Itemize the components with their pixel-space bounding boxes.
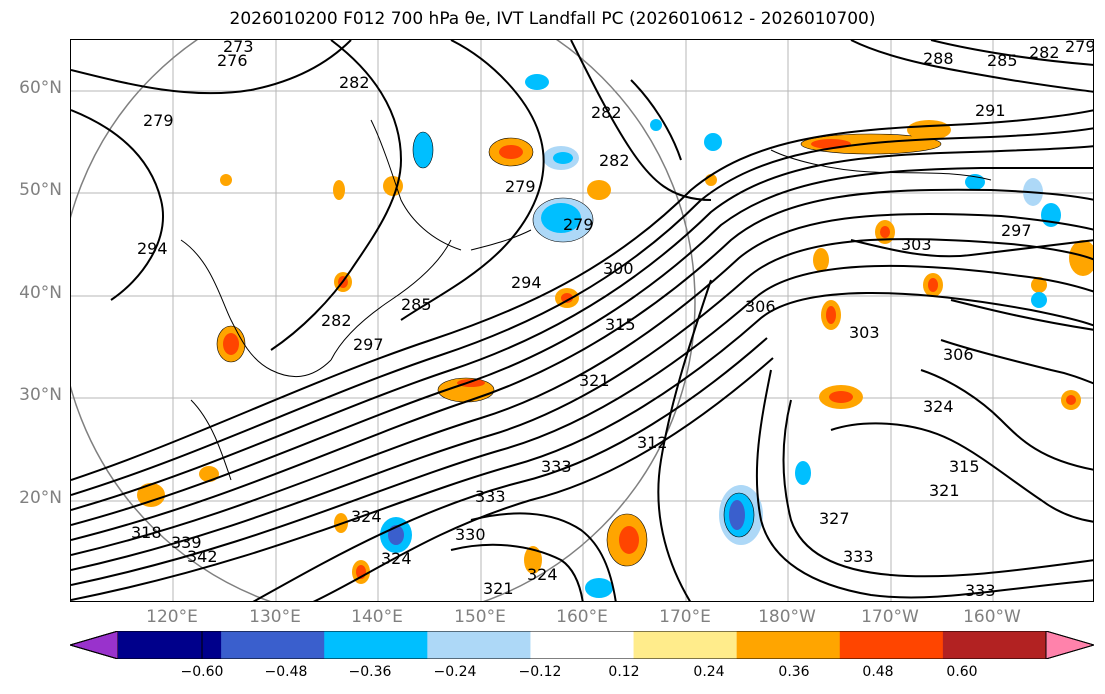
ivt-pc-shading xyxy=(137,74,1093,598)
lat-label-40n: 40°N xyxy=(19,283,62,303)
contour-label: 279 xyxy=(505,177,536,196)
colorbar-tick-4: −0.12 xyxy=(518,664,562,680)
contour-label: 279 xyxy=(563,215,594,234)
colorbar-tick-5: 0.12 xyxy=(608,664,640,680)
contour-label: 303 xyxy=(849,323,880,342)
contour-label: 282 xyxy=(591,103,622,122)
contour-label: 339 xyxy=(171,533,202,552)
colorbar-tick-0: −0.60 xyxy=(180,664,224,680)
lon-label-130e: 130°E xyxy=(249,607,301,627)
contour-label: 282 xyxy=(599,151,630,170)
contour-label: 321 xyxy=(579,371,610,390)
contour-label: 324 xyxy=(351,507,382,526)
contour-label: 318 xyxy=(131,523,162,542)
contour-label: 279 xyxy=(1065,40,1094,56)
contour-label: 321 xyxy=(483,579,514,598)
lon-label-160e: 160°E xyxy=(556,607,608,627)
contour-label: 303 xyxy=(901,235,932,254)
contour-label: 279 xyxy=(143,111,174,130)
lon-label-170w: 170°W xyxy=(861,607,919,627)
colorbar-tick-2: −0.36 xyxy=(348,664,392,680)
contour-label: 285 xyxy=(401,295,432,314)
colorbar-tick-3: −0.24 xyxy=(433,664,477,680)
map-title: 2026010200 F012 700 hPa θe, IVT Landfall… xyxy=(229,9,876,29)
colorbar-segment xyxy=(942,631,1047,659)
colorbar-tick-1: −0.48 xyxy=(264,664,308,680)
colorbar-tick-6: 0.24 xyxy=(693,664,725,680)
colorbar-extend-high xyxy=(1045,631,1094,659)
contour-label: 333 xyxy=(541,457,572,476)
contour-label: 333 xyxy=(965,581,996,600)
contour-label: 321 xyxy=(929,481,960,500)
contour-label: 330 xyxy=(455,525,486,544)
colorbar-tick-8: 0.48 xyxy=(862,664,894,680)
contour-labels: 273 276 279 282 279 282 288 285 282 279 … xyxy=(131,40,1094,600)
contour-label: 300 xyxy=(603,259,634,278)
colorbar-segment xyxy=(118,631,222,659)
contour-label: 273 xyxy=(223,40,254,56)
colorbar-segment xyxy=(839,631,944,659)
contour-label: 306 xyxy=(745,297,776,316)
lat-label-30n: 30°N xyxy=(19,385,62,405)
colorbar-extend-low xyxy=(70,631,119,659)
colorbar-segment xyxy=(633,631,738,659)
lat-label-50n: 50°N xyxy=(19,180,62,200)
lon-label-120e: 120°E xyxy=(146,607,198,627)
lat-label-20n: 20°N xyxy=(19,488,62,508)
colorbar-tick-9: 0.60 xyxy=(946,664,978,680)
colorbar-segment xyxy=(530,631,635,659)
contour-label: 291 xyxy=(975,101,1006,120)
contour-label: 324 xyxy=(527,565,558,584)
map-canvas: 273 276 279 282 279 282 288 285 282 279 … xyxy=(71,40,1094,601)
lon-label-170e: 170°E xyxy=(659,607,711,627)
lon-label-140e: 140°E xyxy=(351,607,403,627)
contour-label: 312 xyxy=(637,433,668,452)
contour-label: 282 xyxy=(321,311,352,330)
contour-label: 294 xyxy=(511,273,542,292)
colorbar xyxy=(70,631,1094,659)
lat-label-60n: 60°N xyxy=(19,78,62,98)
lon-label-150e: 150°E xyxy=(454,607,506,627)
landfall-radius-circle xyxy=(71,40,696,601)
contour-label: 324 xyxy=(381,549,412,568)
contour-label: 333 xyxy=(475,487,506,506)
contour-label: 288 xyxy=(923,49,954,68)
contour-label: 315 xyxy=(949,457,980,476)
colorbar-segment xyxy=(427,631,531,659)
colorbar-segment xyxy=(221,631,325,659)
contour-label: 297 xyxy=(353,335,384,354)
contour-label: 333 xyxy=(843,547,874,566)
map-panel: 273 276 279 282 279 282 288 285 282 279 … xyxy=(70,39,1094,602)
graticule xyxy=(71,40,1093,601)
contour-label: 324 xyxy=(923,397,954,416)
contour-label: 294 xyxy=(137,239,168,258)
colorbar-tick-7: 0.36 xyxy=(778,664,810,680)
theta-e-contours xyxy=(71,40,1093,601)
contour-label: 327 xyxy=(819,509,850,528)
coastlines xyxy=(180,119,992,481)
contour-label: 306 xyxy=(943,345,974,364)
contour-label: 342 xyxy=(187,547,218,566)
lon-label-160w: 160°W xyxy=(963,607,1021,627)
contour-label: 285 xyxy=(987,51,1018,70)
contour-label: 276 xyxy=(217,51,248,70)
colorbar-segment xyxy=(736,631,841,659)
contour-label: 297 xyxy=(1001,221,1032,240)
contour-label: 282 xyxy=(339,73,370,92)
contour-label: 315 xyxy=(605,315,636,334)
lon-label-180w: 180°W xyxy=(758,607,816,627)
contour-label: 282 xyxy=(1029,43,1060,62)
colorbar-segment xyxy=(324,631,428,659)
